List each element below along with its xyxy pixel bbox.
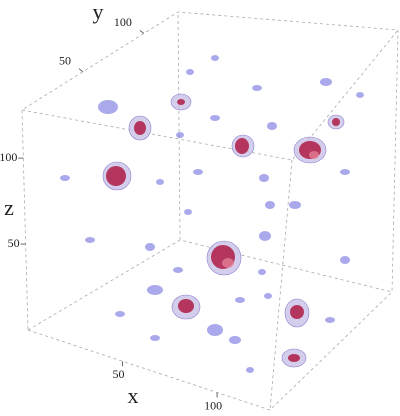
z-axis-label: z — [4, 195, 14, 220]
box-outline — [21, 11, 399, 411]
y-tick-mark — [139, 30, 145, 34]
box-front-edges — [21, 29, 399, 411]
x-tick-label: 50 — [113, 367, 125, 381]
y-tick-mark — [78, 68, 84, 73]
box-back-edges — [27, 11, 393, 331]
x-tick-label: 100 — [204, 398, 222, 412]
y-axis-label: y — [93, 0, 104, 24]
density-blobs — [60, 55, 364, 373]
y-tick-label: 100 — [114, 15, 132, 29]
z-tick-label: 100 — [0, 150, 17, 164]
z-tick-label: 50 — [8, 236, 20, 250]
box — [21, 11, 399, 411]
x-axis-label: x — [128, 383, 139, 408]
y-tick-label: 50 — [59, 53, 71, 67]
